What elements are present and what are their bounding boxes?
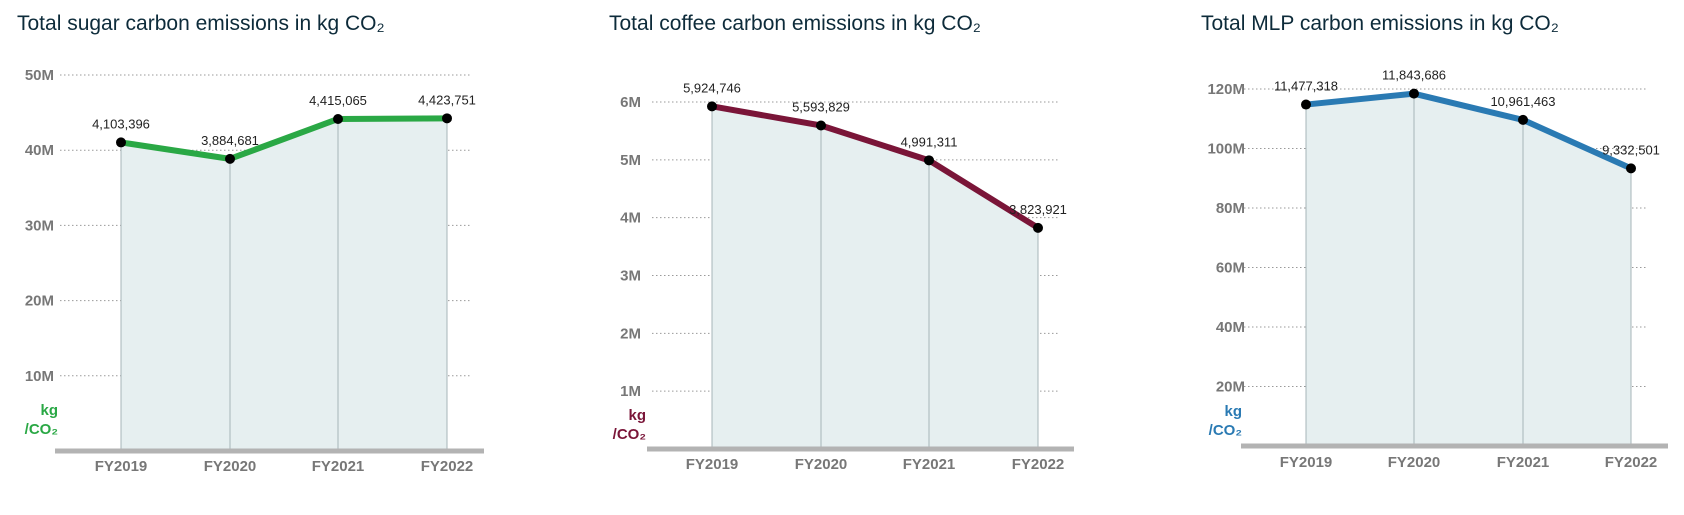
coffee-data-point bbox=[816, 120, 826, 131]
sugar-xtick-label: FY2020 bbox=[204, 458, 257, 475]
sugar-ytick-label: 30M bbox=[25, 217, 54, 234]
sugar-data-point bbox=[333, 113, 343, 124]
sugar-series-line bbox=[120, 115, 448, 162]
sugar-data-point bbox=[225, 153, 235, 164]
sugar-unit-label: /CO₂ bbox=[25, 421, 58, 438]
coffee-data-label: 3,823,921 bbox=[1009, 202, 1067, 217]
mlp-ytick-label: 80M bbox=[1216, 200, 1245, 217]
coffee-chart-panel: Total coffee carbon emissions in kg CO₂ … bbox=[592, 0, 1153, 515]
sugar-data-label: 4,103,396 bbox=[92, 116, 150, 131]
coffee-chart: 1M 2M 3M 4M 5M 6M 5,924,746 5,593,829 4,991,311 3… bbox=[613, 80, 1074, 473]
coffee-area-fill bbox=[712, 106, 1038, 450]
coffee-data-label: 4,991,311 bbox=[901, 134, 958, 149]
sugar-ytick-label: 20M bbox=[25, 293, 54, 310]
mlp-data-label: 10,961,463 bbox=[1490, 94, 1555, 109]
sugar-chart-title: Total sugar carbon emissions in kg CO₂ bbox=[17, 12, 385, 35]
sugar-ytick-label: 50M bbox=[25, 67, 54, 84]
mlp-ytick-label: 20M bbox=[1216, 379, 1245, 396]
mlp-data-point bbox=[1301, 99, 1311, 110]
mlp-area-fill bbox=[1306, 93, 1631, 447]
mlp-data-point bbox=[1409, 88, 1419, 99]
sugar-xtick-label: FY2019 bbox=[95, 458, 148, 475]
coffee-unit-label: /CO₂ bbox=[613, 426, 646, 443]
sugar-data-label: 4,415,065 bbox=[309, 93, 367, 108]
mlp-series-line bbox=[1305, 90, 1633, 172]
sugar-chart-panel: Total sugar carbon emissions in kg CO₂ 1… bbox=[0, 0, 561, 515]
mlp-chart-panel: Total MLP carbon emissions in kg CO₂ 20M… bbox=[1184, 0, 1684, 515]
mlp-unit-label: /CO₂ bbox=[1209, 422, 1242, 439]
coffee-data-point bbox=[1033, 222, 1043, 233]
mlp-ytick-label: 60M bbox=[1216, 260, 1245, 277]
coffee-ytick-label: 2M bbox=[620, 325, 641, 342]
mlp-xtick-label: FY2022 bbox=[1605, 454, 1658, 471]
coffee-xtick-label: FY2022 bbox=[1012, 456, 1065, 473]
sugar-data-label: 4,423,751 bbox=[418, 92, 476, 107]
mlp-xtick-label: FY2021 bbox=[1497, 454, 1550, 471]
sugar-unit-label: kg bbox=[40, 402, 58, 419]
sugar-ytick-label: 40M bbox=[25, 142, 54, 159]
coffee-unit-label: kg bbox=[628, 407, 646, 424]
sugar-xtick-label: FY2022 bbox=[421, 458, 474, 475]
sugar-ytick-label: 10M bbox=[25, 368, 54, 385]
coffee-data-point bbox=[924, 155, 934, 166]
coffee-ytick-label: 6M bbox=[620, 94, 641, 111]
mlp-xtick-label: FY2019 bbox=[1280, 454, 1333, 471]
coffee-ytick-label: 4M bbox=[620, 210, 641, 227]
mlp-unit-label: kg bbox=[1224, 403, 1242, 420]
coffee-xtick-label: FY2019 bbox=[686, 456, 739, 473]
mlp-data-label: 9,332,501 bbox=[1602, 142, 1660, 157]
sugar-data-point bbox=[116, 137, 126, 148]
sugar-area-fill bbox=[121, 118, 447, 451]
coffee-ytick-label: 3M bbox=[620, 268, 641, 285]
sugar-chart: 10M 20M 30M 40M 50M 4,103,396 3,884,681 4,415,0… bbox=[25, 67, 484, 475]
mlp-ytick-label: 100M bbox=[1207, 141, 1245, 158]
mlp-data-label: 11,843,686 bbox=[1382, 68, 1446, 83]
mlp-chart: 20M 40M 60M 80M 100M 120M 11,477,318 11,843,686… bbox=[1207, 68, 1668, 471]
mlp-data-label: 11,477,318 bbox=[1274, 79, 1338, 94]
mlp-ytick-label: 120M bbox=[1207, 81, 1245, 98]
sugar-xtick-label: FY2021 bbox=[312, 458, 365, 475]
coffee-xtick-label: FY2021 bbox=[903, 456, 956, 473]
mlp-data-point bbox=[1518, 114, 1528, 125]
sugar-data-point bbox=[442, 113, 452, 124]
coffee-data-label: 5,593,829 bbox=[792, 99, 850, 114]
coffee-series-line bbox=[711, 103, 1040, 231]
mlp-chart-title: Total MLP carbon emissions in kg CO₂ bbox=[1201, 12, 1559, 35]
coffee-chart-title: Total coffee carbon emissions in kg CO₂ bbox=[609, 12, 981, 35]
coffee-data-label: 5,924,746 bbox=[683, 80, 741, 95]
coffee-xtick-label: FY2020 bbox=[795, 456, 848, 473]
mlp-xtick-label: FY2020 bbox=[1388, 454, 1441, 471]
coffee-ytick-label: 1M bbox=[620, 383, 641, 400]
coffee-ytick-label: 5M bbox=[620, 152, 641, 169]
coffee-data-point bbox=[707, 101, 717, 112]
mlp-data-point bbox=[1626, 163, 1636, 174]
sugar-data-label: 3,884,681 bbox=[201, 133, 259, 148]
mlp-ytick-label: 40M bbox=[1216, 319, 1245, 336]
